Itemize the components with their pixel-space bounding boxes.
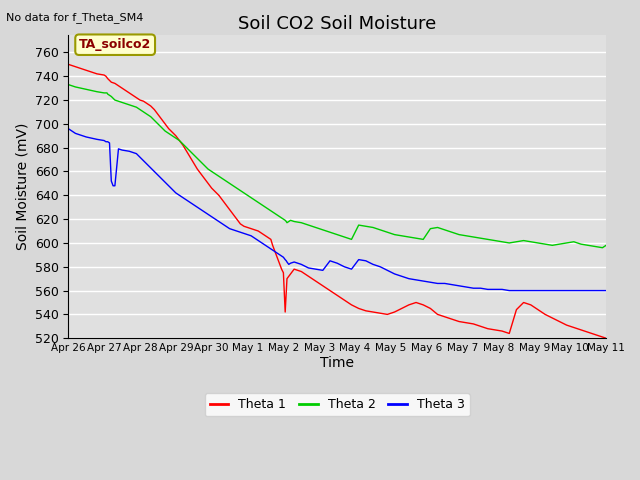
Theta 1	[602, 336, 610, 341]
Theta 3	[563, 288, 570, 293]
Theta 3	[193, 204, 201, 210]
Theta 3	[383, 267, 391, 273]
Theta 1	[65, 61, 72, 67]
Theta 1	[520, 300, 527, 305]
Theta 2	[72, 84, 79, 90]
Theta 2	[398, 233, 406, 239]
Y-axis label: Soil Moisture (mV): Soil Moisture (mV)	[15, 123, 29, 250]
Theta 1	[208, 185, 216, 191]
Theta 3	[65, 126, 72, 132]
Theta 3	[419, 278, 427, 284]
Theta 2	[136, 107, 144, 112]
Theta 2	[591, 244, 599, 250]
Theta 2	[405, 234, 413, 240]
Text: No data for f_Theta_SM4: No data for f_Theta_SM4	[6, 12, 144, 23]
Theta 1	[455, 319, 463, 324]
Theta 3	[527, 288, 534, 293]
Theta 2	[598, 245, 606, 251]
Theta 1	[383, 312, 391, 317]
Title: Soil CO2 Soil Moisture: Soil CO2 Soil Moisture	[238, 15, 436, 33]
Line: Theta 1: Theta 1	[68, 64, 606, 338]
Theta 3	[455, 283, 463, 288]
Legend: Theta 1, Theta 2, Theta 3: Theta 1, Theta 2, Theta 3	[205, 393, 470, 416]
Theta 3	[602, 288, 610, 293]
Theta 2	[602, 242, 610, 248]
Line: Theta 3: Theta 3	[68, 129, 606, 290]
Theta 1	[419, 302, 427, 308]
Theta 1	[556, 319, 563, 324]
Text: TA_soilco2: TA_soilco2	[79, 38, 151, 51]
Theta 3	[506, 288, 513, 293]
Theta 2	[247, 195, 255, 201]
Line: Theta 2: Theta 2	[68, 84, 606, 248]
X-axis label: Time: Time	[320, 356, 354, 370]
Theta 2	[65, 82, 72, 87]
